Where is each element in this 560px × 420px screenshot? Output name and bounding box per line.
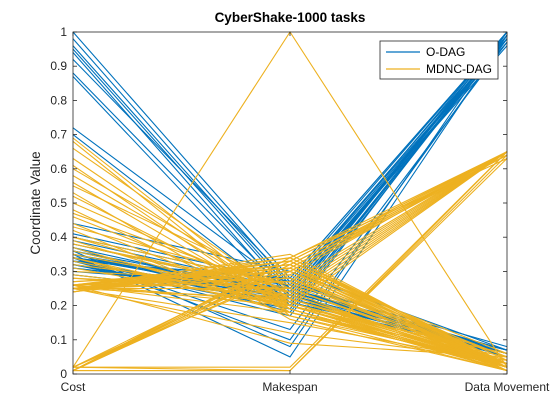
- series-1-line-32: [72, 151, 508, 286]
- series-1-line-33: [72, 151, 508, 293]
- lines-layer: [72, 30, 508, 372]
- y-tick-label-10: 1: [60, 25, 67, 39]
- legend: O-DAG MDNC-DAG: [379, 40, 499, 80]
- series-1-line-77: [72, 257, 508, 368]
- series-1-line-59: [72, 287, 508, 365]
- x-tick-label-2: Data Movement: [465, 380, 550, 394]
- y-tick-label-6: 0.6: [50, 162, 67, 176]
- series-1: [72, 30, 508, 372]
- y-tick-label-9: 0.9: [50, 59, 67, 73]
- y-axis-label: Coordinate Value: [28, 151, 43, 254]
- series-1-line-76: [72, 260, 508, 365]
- legend-label-0: O-DAG: [426, 45, 465, 59]
- series-1-line-61: [72, 284, 508, 358]
- series-1-line-60: [72, 287, 508, 361]
- y-tick-label-1: 0.1: [50, 333, 67, 347]
- legend-box: [379, 40, 499, 80]
- series-1-line-57: [72, 284, 508, 358]
- y-tick-label-3: 0.3: [50, 264, 67, 278]
- series-1-line-75: [72, 281, 508, 368]
- chart-title: CyberShake-1000 tasks: [215, 10, 366, 25]
- x-tick-label-0: Cost: [61, 380, 86, 394]
- series-1-line-38: [72, 151, 508, 303]
- y-tick-label-5: 0.5: [50, 196, 67, 210]
- series-1-line-54: [73, 151, 508, 368]
- series-1-line-79: [72, 267, 508, 368]
- y-tick-label-2: 0.2: [50, 299, 67, 313]
- series-1-line-37: [72, 151, 508, 296]
- series-1-line-74: [72, 277, 508, 372]
- x-tick-label-1: Makespan: [262, 380, 317, 394]
- y-tick-label-0: 0: [60, 367, 67, 381]
- series-1-line-39: [73, 151, 508, 290]
- ticks-layer: 0 0.1 0.2 0.3 0.4 0.5 0.6 0.7 0.8 0.9 1 Cost Makespa…: [50, 25, 550, 394]
- legend-label-1: MDNC-DAG: [426, 62, 492, 76]
- y-tick-label-8: 0.8: [50, 93, 67, 107]
- series-1-line-40: [72, 30, 508, 368]
- y-tick-label-4: 0.4: [50, 230, 67, 244]
- series-1-line-78: [72, 264, 508, 372]
- y-tick-label-7: 0.7: [50, 128, 67, 142]
